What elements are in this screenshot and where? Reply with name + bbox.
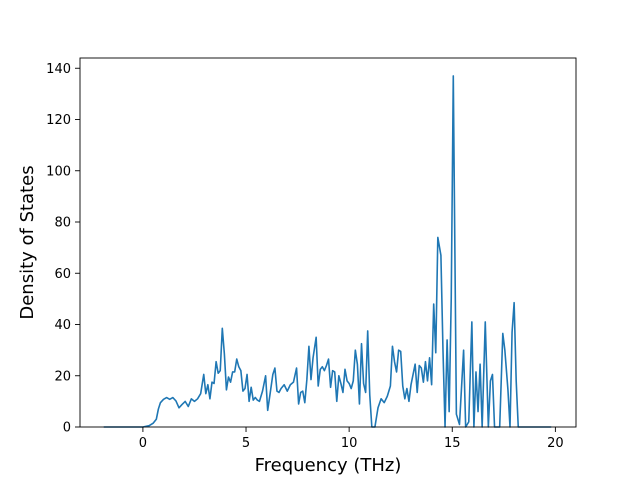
y-axis-label: Density of States bbox=[17, 165, 38, 319]
y-tick-label: 140 bbox=[46, 62, 71, 77]
dos-series-line bbox=[103, 75, 552, 428]
x-axis-label: Frequency (THz) bbox=[255, 455, 402, 476]
x-tick-label: 0 bbox=[139, 436, 147, 451]
y-tick-label: 0 bbox=[63, 421, 71, 436]
axes-frame bbox=[79, 57, 577, 428]
x-tick-label: 15 bbox=[444, 436, 461, 451]
y-tick-label: 120 bbox=[46, 113, 71, 128]
x-tick-label: 20 bbox=[547, 436, 564, 451]
plot-area bbox=[103, 75, 552, 428]
y-tick-label: 20 bbox=[54, 369, 71, 384]
y-tick-label: 60 bbox=[54, 267, 71, 282]
y-tick-label: 80 bbox=[54, 216, 71, 231]
y-tick-label: 40 bbox=[54, 318, 71, 333]
x-tick-label: 10 bbox=[341, 436, 358, 451]
x-axis-ticks: 0 5 10 15 20 bbox=[139, 427, 564, 451]
y-tick-label: 100 bbox=[46, 164, 71, 179]
x-tick-label: 5 bbox=[242, 436, 250, 451]
y-axis-ticks: 0 20 40 60 80 100 120 140 bbox=[46, 62, 80, 436]
